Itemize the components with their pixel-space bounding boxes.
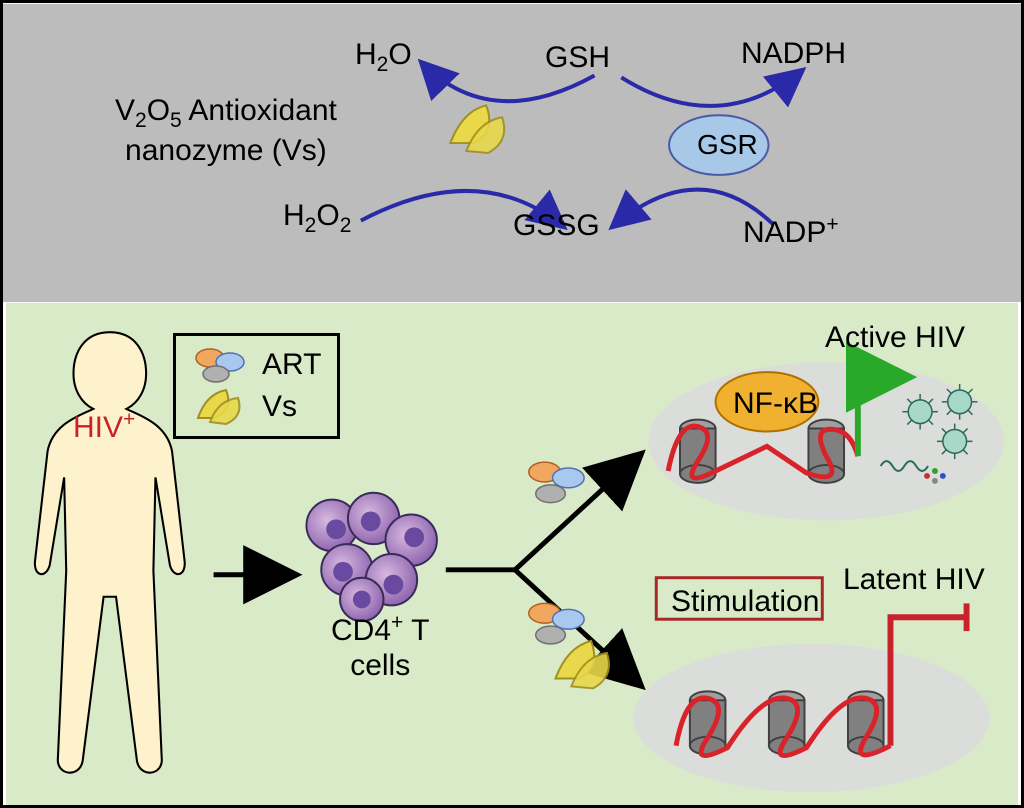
art-pills-legend-icon xyxy=(192,346,248,384)
legend-box: ART Vs xyxy=(173,333,340,439)
label-latent-hiv: Latent HIV xyxy=(843,563,985,597)
latent-cell-icon xyxy=(634,644,990,792)
legend-row-art: ART xyxy=(192,344,321,386)
label-stimulation: Stimulation xyxy=(671,585,819,619)
label-cd4-tcells: CD4+ T cells xyxy=(331,611,429,683)
label-nadp: NADP+ xyxy=(743,213,839,250)
legend-row-vs: Vs xyxy=(192,386,321,428)
bottom-svg xyxy=(3,303,1021,805)
label-gssg: GSSG xyxy=(513,209,600,243)
label-nfkb: NF-κB xyxy=(733,387,818,421)
label-gsh: GSH xyxy=(545,41,610,75)
label-nadph: NADPH xyxy=(741,37,846,71)
label-h2o: H2O xyxy=(355,38,412,77)
label-nanozyme: V2O5 Antioxidant nanozyme (Vs) xyxy=(115,93,337,169)
label-hiv-plus: HIV+ xyxy=(73,408,135,445)
label-gsr: GSR xyxy=(697,129,758,161)
legend-label-art: ART xyxy=(262,348,321,382)
top-reaction-panel: H2O GSH NADPH V2O5 Antioxidant nanozyme … xyxy=(3,3,1021,303)
bottom-biology-panel: HIV+ CD4+ T cells Active HIV Latent HIV … xyxy=(3,303,1021,805)
legend-label-vs: Vs xyxy=(262,390,297,424)
label-h2o2: H2O2 xyxy=(283,199,351,238)
nanozyme-legend-icon xyxy=(192,388,248,426)
label-active-hiv: Active HIV xyxy=(825,321,965,355)
